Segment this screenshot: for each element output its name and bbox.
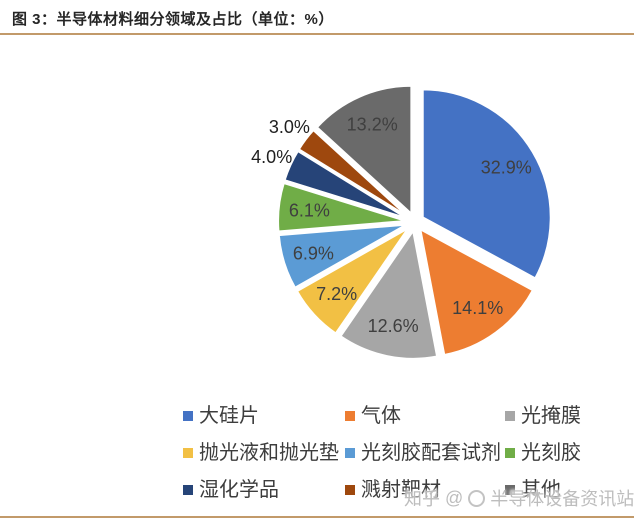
legend-item: 湿化学品 xyxy=(183,476,345,503)
pie-slice-label: 4.0% xyxy=(251,147,292,167)
legend-item: 其他 xyxy=(505,476,631,503)
pie-slice-3 xyxy=(295,227,410,335)
pie-slice-label: 3.0% xyxy=(269,117,310,137)
legend-label: 其他 xyxy=(521,478,561,501)
pie-slice-label: 32.9% xyxy=(481,158,532,178)
watermark-avatar-icon xyxy=(468,489,486,507)
pie-slice-6 xyxy=(283,149,408,220)
watermark: 知乎 @ 半导体设备资讯站 xyxy=(404,485,634,511)
legend-label: 气体 xyxy=(361,404,401,427)
legend-item: 气体 xyxy=(345,402,505,429)
pie-slice-8 xyxy=(315,84,413,217)
legend-label: 抛光液和抛光垫 xyxy=(199,441,339,464)
legend-label: 光刻胶配套试剂 xyxy=(361,441,501,464)
bottom-divider xyxy=(0,516,634,518)
figure-title: 图 3：半导体材料细分领域及占比（单位：%） xyxy=(12,11,334,28)
legend-label: 光掩膜 xyxy=(521,404,581,427)
legend-label: 光刻胶 xyxy=(521,441,581,464)
legend-item: 光掩膜 xyxy=(505,402,631,429)
chart-legend: 大硅片 气体 光掩膜抛光液和抛光垫 光刻胶配套试剂 光刻胶湿化学品 溅射靶材 其他 xyxy=(183,402,631,503)
top-divider xyxy=(0,33,634,35)
legend-label: 湿化学品 xyxy=(199,478,279,501)
pie-slice-2 xyxy=(339,228,439,360)
legend-marker xyxy=(345,447,355,458)
pie-slice-label: 13.2% xyxy=(347,115,398,135)
legend-marker xyxy=(505,484,515,495)
pie-slice-1 xyxy=(418,227,535,357)
pie-slice-label: 12.6% xyxy=(368,316,419,336)
legend-label: 溅射靶材 xyxy=(361,478,441,501)
legend-label: 大硅片 xyxy=(199,404,259,427)
legend-marker xyxy=(183,410,193,421)
legend-marker xyxy=(505,410,515,421)
pie-slice-label: 6.1% xyxy=(289,200,330,220)
legend-item: 光刻胶 xyxy=(505,439,631,466)
watermark-at-symbol: @ xyxy=(445,487,464,508)
pie-slice-label: 7.2% xyxy=(316,284,357,304)
legend-item: 抛光液和抛光垫 xyxy=(183,439,345,466)
pie-slice-label: 14.1% xyxy=(452,298,503,318)
pie-slice-7 xyxy=(297,128,409,218)
legend-item: 溅射靶材 xyxy=(345,476,505,503)
pie-slice-label: 6.9% xyxy=(293,243,334,263)
legend-marker xyxy=(345,410,355,421)
pie-slice-4 xyxy=(277,223,407,290)
legend-item: 大硅片 xyxy=(183,402,345,429)
legend-marker xyxy=(183,484,193,495)
watermark-handle: 半导体设备资讯站 xyxy=(490,489,634,509)
pie-slice-0 xyxy=(421,88,552,280)
watermark-brand: 知乎 xyxy=(404,489,440,509)
legend-marker xyxy=(505,447,515,458)
pie-slice-5 xyxy=(277,181,407,233)
legend-item: 光刻胶配套试剂 xyxy=(345,439,505,466)
legend-marker xyxy=(183,447,193,458)
legend-marker xyxy=(345,484,355,495)
